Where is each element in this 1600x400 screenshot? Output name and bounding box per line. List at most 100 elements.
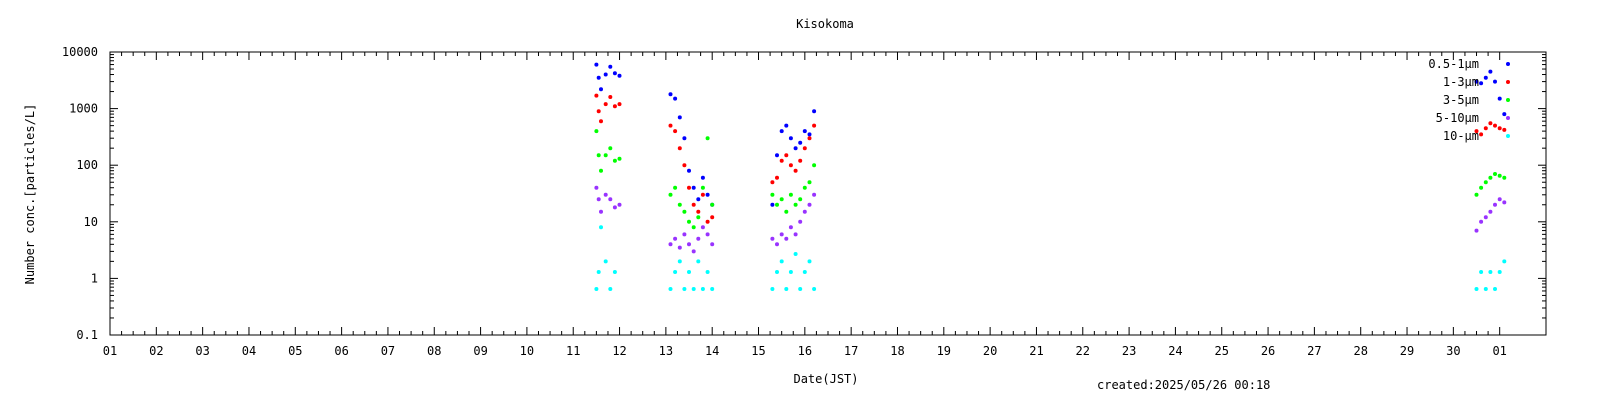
data-point [608, 146, 613, 151]
data-point [807, 136, 812, 141]
data-point [807, 202, 812, 207]
data-point [1488, 175, 1493, 180]
x-tick-label: 09 [473, 344, 487, 358]
data-point [608, 287, 613, 291]
legend-label: 5-10μm [1436, 111, 1479, 125]
data-point [1479, 270, 1484, 274]
data-point [775, 242, 779, 247]
data-point [710, 215, 715, 220]
data-point [812, 287, 817, 291]
x-tick-label: 19 [937, 344, 951, 358]
data-point [1502, 175, 1507, 180]
data-point [798, 197, 803, 202]
data-point [705, 136, 710, 141]
x-tick-label: 22 [1076, 344, 1090, 358]
data-point [793, 202, 798, 207]
data-point [710, 202, 715, 207]
data-point [682, 232, 687, 237]
x-tick-label: 12 [612, 344, 626, 358]
data-point [596, 109, 601, 114]
legend-label: 10-μm [1443, 129, 1479, 143]
data-point [1474, 129, 1479, 134]
y-tick-label: 10 [84, 215, 98, 229]
data-point [1479, 185, 1484, 190]
data-point [608, 64, 613, 69]
data-point [807, 132, 812, 137]
data-point [793, 252, 798, 256]
data-point [798, 287, 803, 291]
data-point [812, 123, 817, 128]
data-point [770, 236, 775, 241]
data-point [775, 153, 779, 158]
data-point [710, 242, 715, 247]
data-point [1483, 126, 1488, 131]
data-point [770, 287, 775, 291]
data-point [1483, 287, 1488, 291]
data-point [599, 209, 603, 214]
x-tick-label: 18 [890, 344, 904, 358]
data-point [700, 192, 705, 197]
data-point [1502, 127, 1507, 132]
data-point [691, 249, 696, 254]
x-tick-label: 05 [288, 344, 302, 358]
data-point [594, 62, 599, 67]
data-point [612, 270, 617, 274]
data-point [793, 146, 798, 151]
data-point [705, 232, 710, 237]
data-point [1493, 172, 1497, 176]
data-point [696, 236, 701, 241]
data-point [1474, 192, 1479, 197]
data-point [677, 245, 682, 250]
data-point [700, 287, 705, 291]
data-point [612, 158, 617, 163]
data-point [608, 197, 613, 202]
footer-created: created:2025/05/26 00:18 [1097, 378, 1270, 392]
data-point [1474, 79, 1479, 84]
x-tick-label: 13 [659, 344, 673, 358]
data-point [784, 287, 789, 291]
data-point [1474, 287, 1479, 291]
data-point [1497, 173, 1502, 178]
x-tick-label: 08 [427, 344, 441, 358]
data-point [802, 146, 807, 151]
data-point [603, 153, 608, 158]
y-tick-label: 0.1 [76, 328, 98, 342]
data-point [784, 209, 789, 214]
data-point [812, 192, 817, 197]
data-point [1493, 202, 1497, 207]
data-point [682, 287, 687, 291]
data-point [608, 95, 613, 99]
data-point [770, 180, 775, 185]
data-point [677, 115, 682, 120]
x-axis-label: Date(JST) [793, 372, 858, 386]
data-point [700, 225, 705, 230]
x-tick-label: 03 [195, 344, 209, 358]
data-point [779, 197, 784, 202]
data-point [770, 192, 775, 197]
x-tick-label: 17 [844, 344, 858, 358]
data-point [1493, 287, 1497, 291]
data-point [696, 197, 701, 202]
data-point [802, 129, 807, 134]
data-point [677, 146, 682, 151]
data-points [594, 62, 1507, 291]
data-point [788, 163, 793, 168]
data-point [812, 163, 817, 168]
data-point [682, 163, 687, 168]
data-point [691, 202, 696, 207]
legend-label: 0.5-1μm [1428, 57, 1479, 71]
data-point [617, 202, 622, 207]
x-tick-label: 26 [1261, 344, 1275, 358]
data-point [687, 168, 691, 173]
data-point [677, 259, 682, 264]
data-point [1488, 270, 1493, 274]
data-point [788, 270, 793, 274]
data-point [779, 259, 784, 264]
data-point [784, 236, 789, 241]
data-point [802, 209, 807, 214]
data-point [603, 192, 608, 197]
x-tick-label: 01 [1492, 344, 1506, 358]
data-point [1483, 75, 1488, 80]
data-point [603, 259, 608, 264]
data-point [779, 232, 784, 237]
